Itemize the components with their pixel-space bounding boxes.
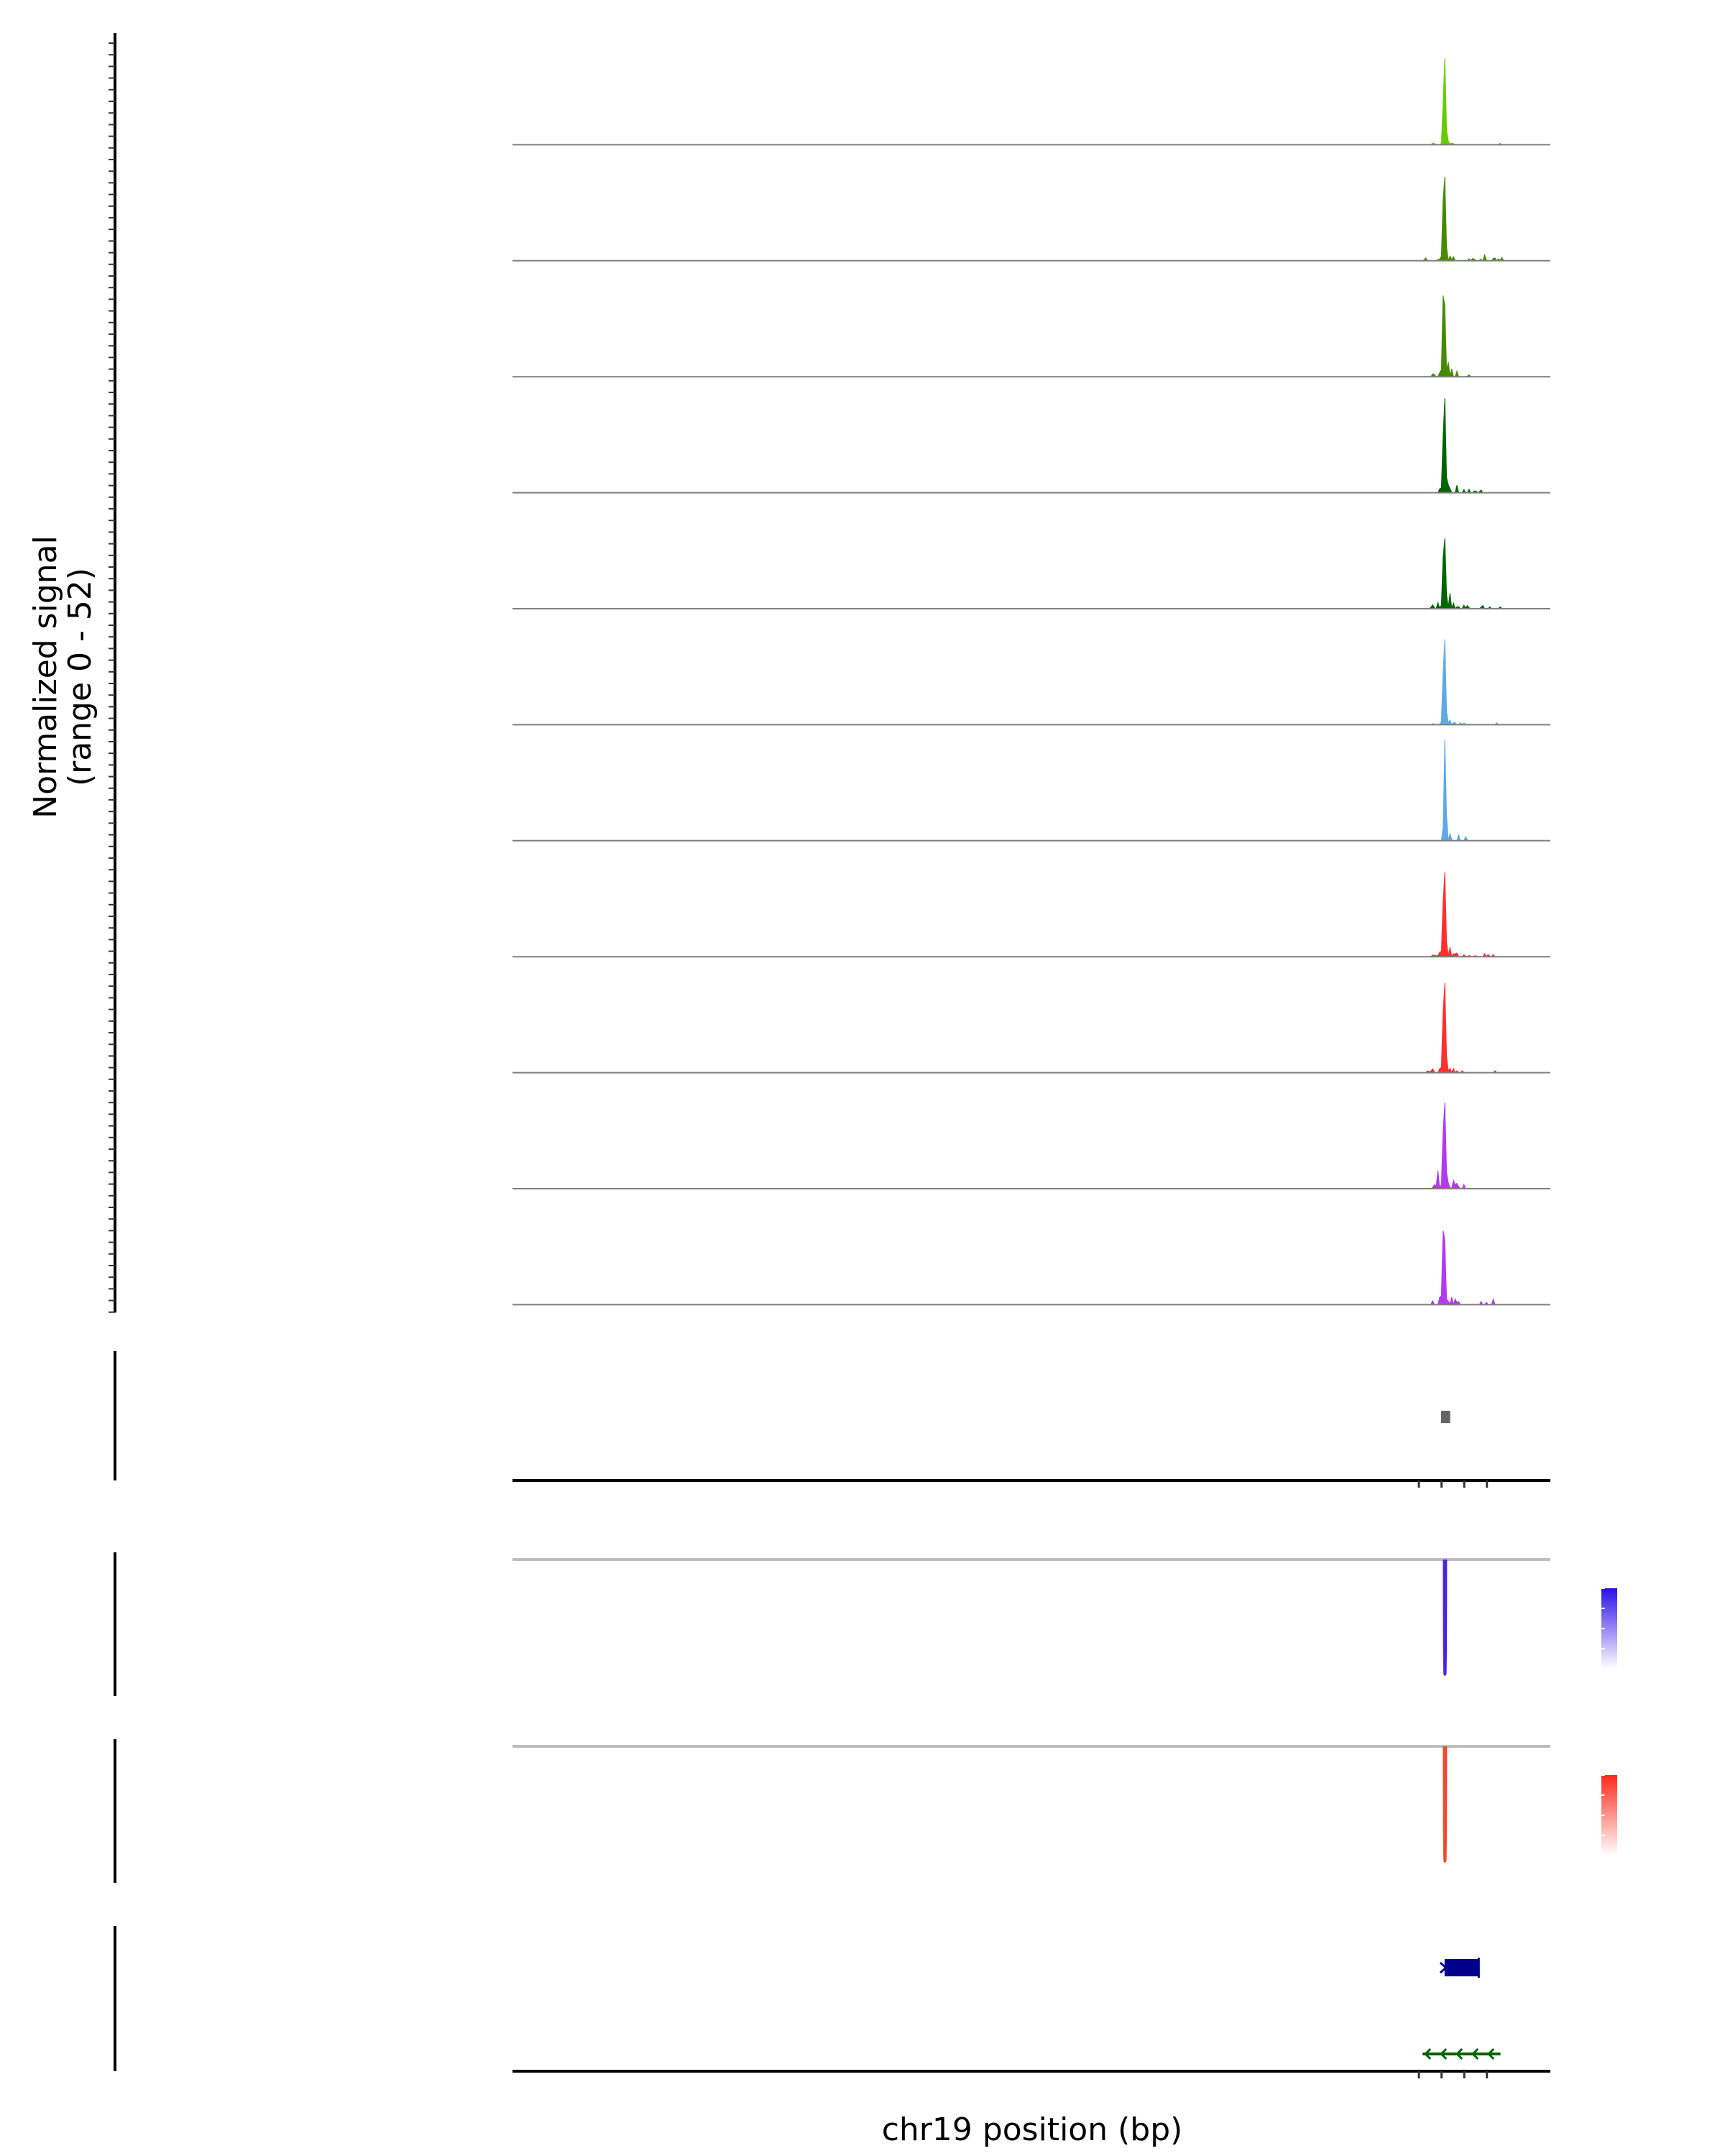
gene-model xyxy=(1422,2047,1501,2060)
link-arc xyxy=(1443,1746,1448,1863)
signal-area xyxy=(512,1102,1550,1189)
signal-area xyxy=(512,295,1550,377)
genes-track xyxy=(114,1926,1501,2071)
link-arc xyxy=(1443,1559,1448,1676)
score-legends xyxy=(1601,1588,1617,1856)
score-legend xyxy=(1601,1774,1617,1856)
peaks-track xyxy=(114,1351,1450,1480)
coverage-track xyxy=(512,538,1550,609)
coverage-track xyxy=(512,639,1550,726)
gene-body xyxy=(1444,1959,1479,1976)
link-tracks xyxy=(114,1552,1550,1883)
link-track xyxy=(114,1552,1550,1696)
strand-arrow xyxy=(1455,2047,1463,2060)
score-legend xyxy=(1601,1588,1617,1669)
coverage-track xyxy=(512,1102,1550,1189)
coverage-track xyxy=(512,295,1550,378)
coverage-track xyxy=(512,176,1550,262)
coverage-track xyxy=(512,398,1550,494)
signal-area xyxy=(512,982,1550,1074)
coverage-track xyxy=(512,1230,1550,1307)
coverage-track xyxy=(512,58,1550,146)
strand-arrow xyxy=(1487,2047,1495,2060)
strand-arrow xyxy=(1471,2047,1479,2060)
strand-arrow xyxy=(1424,2047,1432,2060)
signal-area xyxy=(512,58,1550,145)
signal-area xyxy=(512,176,1550,262)
signal-area xyxy=(512,398,1550,494)
gene-model xyxy=(1439,1958,1480,1978)
signal-area xyxy=(512,639,1550,726)
signal-area xyxy=(512,872,1550,958)
coverage-track xyxy=(512,982,1550,1074)
legend-colorbar xyxy=(1601,1775,1617,1856)
coverage-tracks xyxy=(109,33,1550,1313)
signal-area xyxy=(512,1230,1550,1307)
signal-area xyxy=(512,538,1550,609)
legend-colorbar xyxy=(1601,1588,1617,1669)
x-axis-title: chr19 position (bp) xyxy=(882,2111,1183,2148)
peak-region xyxy=(1441,1411,1450,1423)
x-axis-bottom xyxy=(512,2070,1550,2078)
y-axis-title-line2: (range 0 - 52) xyxy=(62,568,98,786)
strand-arrow xyxy=(1440,2047,1448,2060)
coverage-track xyxy=(512,740,1550,842)
signal-area xyxy=(512,740,1550,842)
link-track xyxy=(114,1739,1550,1883)
strand-arrow xyxy=(1439,1961,1448,1974)
coverage-track xyxy=(512,872,1550,958)
x-axis-top xyxy=(512,1479,1550,1488)
y-axis-title-line1: Normalized signal xyxy=(27,535,64,819)
